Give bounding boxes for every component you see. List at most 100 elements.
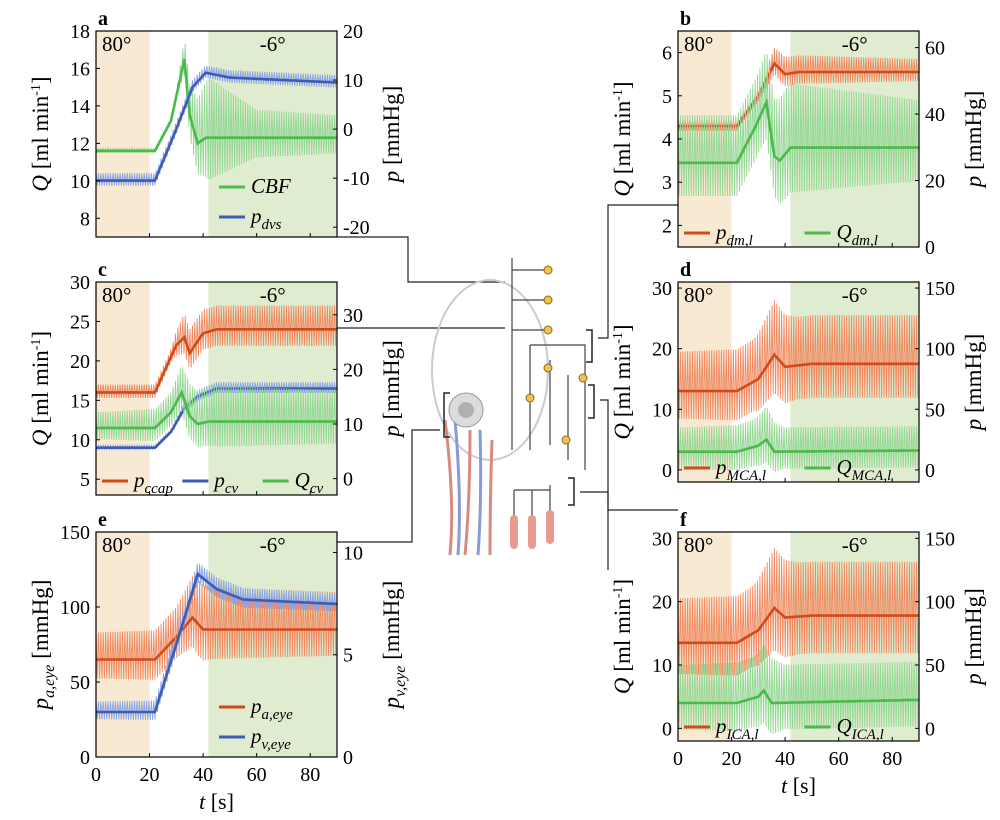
upright-angle-label: 80° bbox=[684, 533, 713, 557]
upright-angle-label: 80° bbox=[684, 283, 713, 307]
panel-f: 80° -6° 0 10 20 30 0 50 100 150 0 20 40 60 80 t [s] f Q [… bbox=[610, 509, 986, 798]
right-tick-label: 20 bbox=[343, 359, 363, 381]
series-layer bbox=[678, 300, 919, 472]
legend-entry: Qdm,l bbox=[837, 220, 878, 249]
right-tick-label: 0 bbox=[343, 469, 353, 491]
panel-c: 80° -6° 5 10 15 20 25 30 0 10 20 30 c Q [ml min-1] p [… bbox=[28, 259, 404, 497]
tilt-angle-label: -6° bbox=[260, 533, 286, 557]
right-tick-label: 0 bbox=[925, 460, 935, 482]
eye-bracket bbox=[443, 392, 450, 438]
series-mean-Q_MCA,l bbox=[678, 437, 919, 453]
series-oscillation-p_v,eye bbox=[96, 563, 337, 721]
series-mean-p_MCA,l bbox=[678, 352, 919, 393]
right-tick-label: -10 bbox=[343, 168, 370, 190]
legend: pMCA,l QMCA,l bbox=[684, 455, 891, 484]
legend-entry: CBF bbox=[251, 174, 291, 198]
left-tick-label: 150 bbox=[60, 522, 90, 544]
vascular-network-diagram bbox=[431, 258, 595, 556]
series-mean-CBF bbox=[96, 58, 337, 153]
right-tick-label: 10 bbox=[343, 414, 363, 436]
right-tick-label: 40 bbox=[925, 104, 945, 126]
ica-bracket bbox=[588, 384, 595, 419]
left-tick-label: 16 bbox=[70, 58, 90, 80]
legend-entry: Qcv bbox=[295, 468, 324, 497]
panel-label: c bbox=[98, 259, 107, 281]
x-tick-label: 20 bbox=[140, 764, 160, 786]
left-tick-label: 30 bbox=[652, 528, 672, 550]
legend-entry: QMCA,l bbox=[837, 455, 892, 484]
neck-arteries bbox=[443, 419, 494, 556]
series-oscillation-p_MCA,l bbox=[678, 300, 919, 421]
legend-entry: QICA,l bbox=[837, 714, 884, 743]
inflow-vessel bbox=[528, 515, 536, 549]
panel-d: 80° -6° 0 10 20 30 0 50 100 150 d Q [ml min-1] p [mm… bbox=[610, 259, 986, 484]
panel-label: d bbox=[680, 259, 691, 281]
left-axis-label: Q [ml min-1] bbox=[610, 81, 635, 196]
tilt-angle-label: -6° bbox=[260, 283, 286, 307]
series-oscillation-Q_dm,l bbox=[678, 54, 919, 204]
series-oscillation-p_ccap bbox=[96, 305, 337, 399]
legend-entry: pa,eye bbox=[249, 694, 293, 723]
right-axis-label: pv,eye [mmHg] bbox=[379, 581, 409, 711]
panel-label: b bbox=[680, 8, 691, 30]
upright-angle-label: 80° bbox=[102, 283, 131, 307]
legend: pdm,l Qdm,l bbox=[684, 220, 878, 249]
series-mean-p_ICA,l bbox=[678, 606, 919, 645]
compliance-node bbox=[543, 363, 553, 373]
x-tick-label: 40 bbox=[193, 764, 213, 786]
neck-veins bbox=[453, 419, 483, 556]
left-tick-label: 30 bbox=[652, 278, 672, 300]
series-mean-Q_dm,l bbox=[678, 97, 919, 165]
right-tick-label: 100 bbox=[925, 339, 955, 361]
x-tick-label: 0 bbox=[673, 748, 683, 770]
left-tick-label: 25 bbox=[70, 311, 90, 333]
left-tick-label: 18 bbox=[70, 21, 90, 43]
compliance-node bbox=[543, 325, 553, 335]
right-tick-label: 0 bbox=[925, 237, 935, 259]
inflow-vessel bbox=[546, 510, 554, 544]
left-tick-label: 0 bbox=[80, 747, 90, 769]
panel-label: e bbox=[98, 509, 107, 531]
legend-entry: pMCA,l bbox=[714, 455, 766, 484]
right-axis-label: p [mmHg] bbox=[961, 588, 986, 686]
series-oscillation-Q_MCA,l bbox=[678, 407, 919, 472]
x-axis-label: t [s] bbox=[781, 773, 816, 798]
tilt-angle-label: -6° bbox=[260, 32, 286, 56]
right-tick-label: 0 bbox=[925, 718, 935, 740]
series-oscillation-p_ICA,l bbox=[678, 547, 919, 676]
plot-frame bbox=[95, 281, 338, 496]
left-tick-label: 100 bbox=[60, 597, 90, 619]
left-axis-label: Q [ml min-1] bbox=[610, 324, 635, 439]
plot-frame bbox=[677, 531, 920, 742]
right-tick-label: 50 bbox=[925, 655, 945, 677]
left-tick-label: 30 bbox=[70, 272, 90, 294]
legend-entry: pv,eye bbox=[249, 724, 291, 753]
legend-entry: pdm,l bbox=[714, 220, 753, 249]
series-mean-p_v,eye bbox=[96, 571, 337, 714]
x-tick-label: 0 bbox=[91, 764, 101, 786]
left-tick-label: 10 bbox=[652, 655, 672, 677]
upright-angle-label: 80° bbox=[684, 32, 713, 56]
left-axis-label: Q [ml min-1] bbox=[28, 331, 53, 446]
panel-label: a bbox=[98, 8, 108, 30]
series-layer bbox=[96, 305, 337, 451]
left-tick-label: 4 bbox=[662, 129, 672, 151]
left-tick-label: 2 bbox=[662, 215, 672, 237]
right-tick-label: -20 bbox=[343, 217, 370, 239]
right-tick-label: 10 bbox=[343, 70, 363, 92]
series-oscillation-p_dm,l bbox=[678, 48, 919, 131]
x-tick-label: 60 bbox=[247, 764, 267, 786]
left-tick-label: 5 bbox=[80, 469, 90, 491]
right-axis-label: p [mmHg] bbox=[961, 334, 986, 432]
right-tick-label: 30 bbox=[343, 305, 363, 327]
inflow-branches bbox=[513, 485, 551, 515]
left-tick-label: 20 bbox=[652, 592, 672, 614]
panel-a: 80° -6° 8 10 12 14 16 18 -20 -10 0 10 20 a Q [ml min-1… bbox=[28, 8, 404, 239]
right-tick-label: 0 bbox=[343, 119, 353, 141]
right-tick-label: 5 bbox=[343, 645, 353, 667]
legend-entry: pICA,l bbox=[714, 714, 759, 743]
